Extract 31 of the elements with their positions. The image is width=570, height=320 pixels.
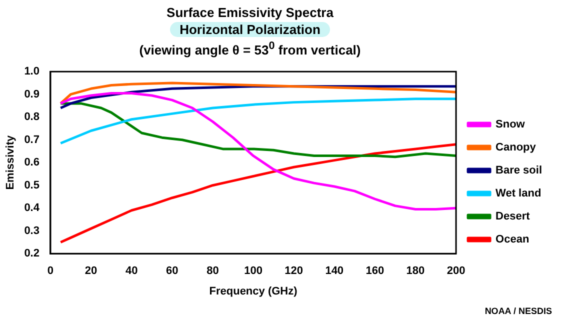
x-tick-label: 40: [125, 266, 138, 278]
x-tick-label: 160: [366, 266, 384, 278]
y-tick-label: 0.4: [24, 202, 40, 214]
legend-label: Wet land: [496, 188, 542, 200]
y-axis-title: Emissivity: [4, 134, 17, 190]
legend-label: Snow: [496, 118, 526, 131]
x-tick-label: 0: [47, 266, 54, 278]
x-tick-label: 80: [206, 266, 219, 278]
x-tick-label: 20: [84, 266, 98, 278]
y-tick-label: 1.0: [24, 66, 40, 78]
legend-label: Canopy: [496, 142, 537, 154]
y-tick-label: 0.2: [24, 248, 40, 260]
x-axis-title: Frequency (GHz): [209, 286, 298, 298]
text: NOAA / NESDIS: [484, 306, 552, 316]
legend-label: Bare soil: [496, 164, 542, 177]
x-tick-label: 140: [325, 266, 344, 278]
legend-label: Ocean: [496, 234, 530, 246]
y-tick-label: 0.7: [24, 134, 40, 146]
y-tick-label: 0.8: [24, 111, 40, 124]
x-tick-label: 100: [244, 266, 262, 278]
y-tick-label: 0.5: [24, 180, 40, 192]
y-tick-label: 0.9: [24, 88, 40, 101]
legend-label: Desert: [496, 210, 530, 223]
chart-title: Surface Emissivity Spectra: [166, 4, 334, 21]
x-tick-label: 200: [446, 266, 466, 278]
y-tick-label: 0.3: [24, 225, 40, 238]
chart-subtitle: Horizontal Polarization (viewing angle θ = 53$^{0}$ from vertical): [138, 22, 362, 58]
y-tick-label: 0.6: [24, 156, 40, 169]
x-tick-label: 180: [406, 266, 425, 278]
x-tick-label: 120: [284, 266, 303, 278]
x-tick-label: 60: [166, 266, 178, 278]
